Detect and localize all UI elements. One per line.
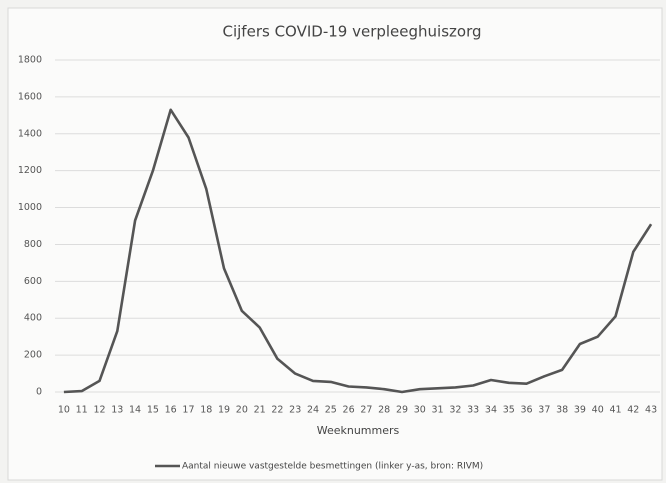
x-tick-label: 26 (343, 405, 355, 416)
legend-label: Aantal nieuwe vastgestelde besmettingen … (182, 462, 483, 472)
x-tick-label: 12 (93, 405, 105, 416)
x-tick-label: 27 (360, 405, 372, 416)
y-tick-label: 600 (24, 276, 42, 287)
y-tick-label: 0 (36, 387, 42, 398)
y-tick-label: 200 (24, 350, 42, 361)
x-tick-label: 39 (574, 405, 586, 416)
x-tick-label: 10 (58, 405, 70, 416)
x-tick-label: 40 (592, 405, 604, 416)
x-tick-label: 21 (254, 405, 266, 416)
y-tick-label: 1000 (18, 202, 42, 213)
y-tick-label: 1600 (18, 91, 42, 102)
x-tick-label: 31 (432, 405, 444, 416)
x-tick-label: 19 (218, 405, 230, 416)
x-tick-label: 24 (307, 405, 319, 416)
y-tick-label: 400 (24, 313, 42, 324)
x-tick-label: 16 (165, 405, 177, 416)
x-tick-label: 20 (236, 405, 248, 416)
x-tick-label: 34 (485, 405, 497, 416)
chart-title: Cijfers COVID-19 verpleeghuiszorg (223, 23, 482, 41)
x-tick-label: 42 (627, 405, 639, 416)
x-tick-label: 32 (449, 405, 461, 416)
y-tick-label: 1800 (18, 55, 42, 66)
x-tick-label: 14 (129, 405, 141, 416)
x-tick-label: 15 (147, 405, 159, 416)
x-tick-label: 35 (503, 405, 515, 416)
x-tick-label: 38 (556, 405, 568, 416)
x-tick-label: 22 (271, 405, 283, 416)
x-tick-label: 33 (467, 405, 479, 416)
x-tick-label: 29 (396, 405, 408, 416)
y-tick-label: 800 (24, 239, 42, 250)
x-tick-label: 30 (414, 405, 426, 416)
x-tick-label: 37 (538, 405, 550, 416)
x-tick-label: 25 (325, 405, 337, 416)
x-tick-label: 17 (182, 405, 194, 416)
y-tick-label: 1200 (18, 165, 42, 176)
x-tick-label: 41 (609, 405, 621, 416)
x-tick-label: 18 (200, 405, 212, 416)
data-line (63, 108, 653, 394)
x-tick-label: 36 (520, 405, 532, 416)
x-tick-label: 13 (111, 405, 123, 416)
x-tick-label: 28 (378, 405, 390, 416)
x-tick-label: 43 (645, 405, 657, 416)
y-tick-label: 1400 (18, 128, 42, 139)
x-tick-label: 11 (76, 405, 88, 416)
x-axis-label: Weeknummers (317, 424, 400, 437)
x-tick-label: 23 (289, 405, 301, 416)
